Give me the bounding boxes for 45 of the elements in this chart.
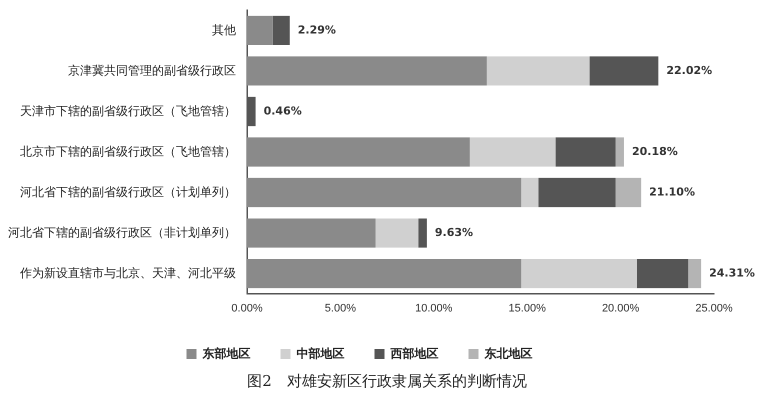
bar — [247, 56, 487, 86]
x-tick-label: 5.00% — [324, 302, 356, 314]
total-label: 20.18% — [632, 144, 678, 158]
total-label: 21.10% — [649, 185, 695, 198]
y-tick-label: 京津冀共同管理的副省级行政区 — [68, 63, 236, 78]
y-tick-label: 作为新设直辖市与北京、天津、河北平级 — [19, 266, 236, 280]
y-tick-label: 河北省下辖的副省级行政区（非计划单列） — [8, 225, 236, 240]
bar — [521, 178, 538, 208]
bar — [376, 218, 418, 248]
bar — [247, 137, 470, 167]
x-tick-label: 0.00% — [231, 302, 263, 314]
text: 图2 对雄安新区行政隶属关系的判断情况 — [246, 372, 528, 391]
bar — [418, 218, 427, 248]
bar — [521, 258, 637, 288]
legend-label: 东部地区 — [202, 346, 250, 360]
bar — [616, 178, 642, 208]
total-label: 22.02% — [666, 64, 712, 77]
x-tick-label: 15.00% — [508, 302, 546, 314]
legend-label: 西部地区 — [390, 346, 438, 360]
bar — [470, 137, 556, 167]
bar — [590, 56, 658, 86]
legend-label: 中部地区 — [296, 346, 344, 360]
total-label: 2.29% — [298, 23, 336, 36]
y-tick-label: 北京市下辖的副省级行政区（飞地管辖） — [20, 144, 236, 158]
bar — [247, 258, 522, 288]
x-tick-label: 10.00% — [415, 302, 453, 314]
bar — [556, 137, 616, 167]
y-tick-label: 河北省下辖的副省级行政区（计划单列） — [20, 184, 236, 199]
bar — [247, 16, 273, 46]
bar — [247, 218, 376, 248]
y-tick-label: 其他 — [212, 22, 236, 37]
legend-label: 东北地区 — [484, 346, 532, 360]
x-tick-label: 20.00% — [602, 302, 640, 314]
bar — [272, 16, 290, 46]
bar — [616, 137, 624, 167]
bar — [688, 258, 702, 288]
y-tick-label: 天津市下辖的副省级行政区（飞地管辖） — [20, 104, 236, 118]
bar — [538, 178, 616, 208]
total-label: 9.63% — [434, 226, 474, 239]
bar — [636, 258, 688, 288]
total-label: 24.31% — [709, 266, 755, 280]
x-tick-label: 25.00% — [695, 302, 733, 314]
total-label: 0.46% — [264, 104, 302, 118]
bar — [486, 56, 590, 86]
bar — [247, 178, 522, 208]
